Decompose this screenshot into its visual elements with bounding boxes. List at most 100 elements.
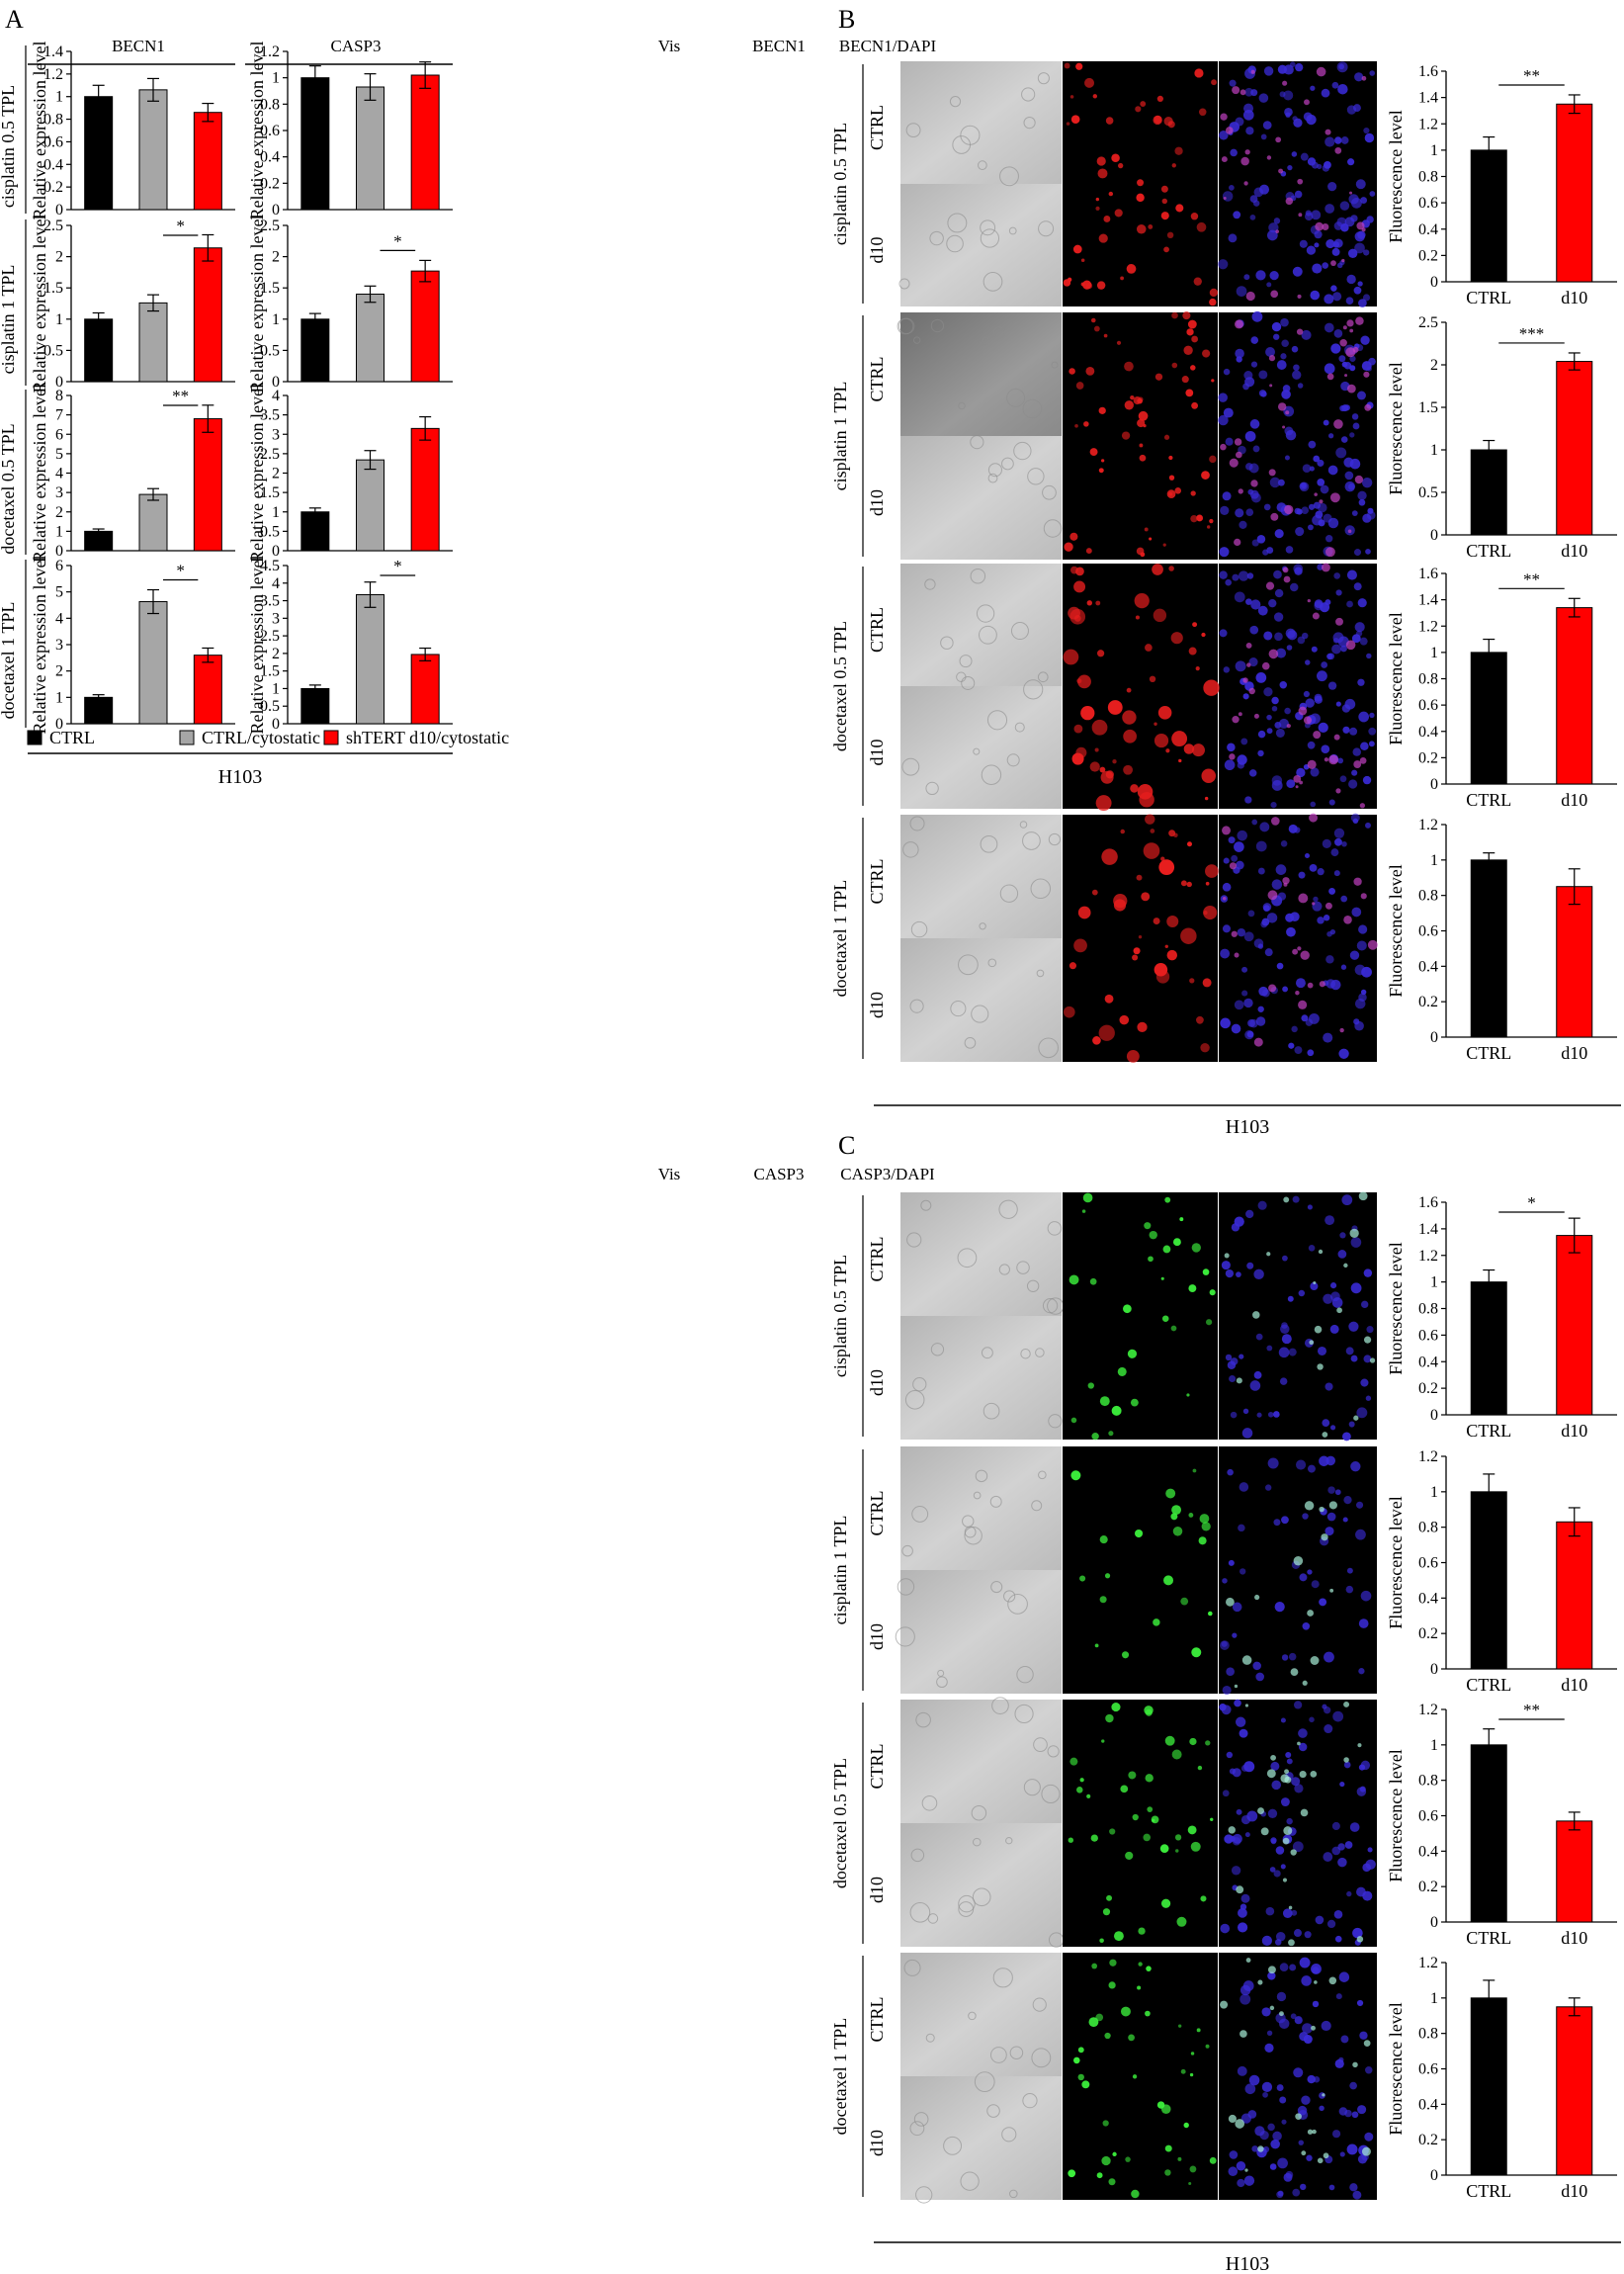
stain-dot [1205, 881, 1210, 886]
dapi-nucleus [1334, 136, 1342, 144]
stain-dot [1196, 1015, 1204, 1024]
dapi-nucleus [1250, 492, 1261, 503]
y-tick-label: 0.2 [1418, 2132, 1438, 2148]
dapi-nucleus [1343, 457, 1354, 468]
stain-dot [1111, 1703, 1121, 1712]
dapi-nucleus [1286, 926, 1296, 937]
stain-dot [1095, 600, 1101, 606]
panel-letter-c: C [838, 1131, 855, 1160]
dapi-nucleus [1367, 1847, 1373, 1853]
stain-dot [1205, 1319, 1213, 1326]
y-tick-label: 4.5 [260, 558, 280, 574]
stain-dot [1104, 2032, 1111, 2040]
vis-cell [982, 336, 989, 345]
merged-signal [1248, 687, 1255, 695]
stain-dot [1104, 994, 1114, 1004]
vis-image-d10 [900, 938, 1062, 1062]
y-tick-label: 0.6 [1418, 1327, 1438, 1344]
stain-dot [1208, 1611, 1213, 1617]
vis-cell [990, 2047, 1007, 2063]
row-label-ctrl: CTRL [867, 607, 887, 653]
vis-cell [1005, 1837, 1013, 1845]
vis-cell [998, 1264, 1010, 1275]
dapi-nucleus [1333, 329, 1343, 338]
merged-signal [1339, 1027, 1344, 1033]
bar [300, 318, 330, 383]
stain-dot [1209, 298, 1217, 306]
stain-dot [1108, 2178, 1116, 2186]
dapi-nucleus [1356, 940, 1367, 951]
dapi-nucleus [1338, 2107, 1348, 2116]
merged-signal [1270, 817, 1280, 826]
dapi-nucleus [1263, 503, 1271, 511]
y-tick-label: 0.8 [1418, 1301, 1438, 1318]
stain-dot [1079, 1778, 1084, 1783]
stain-dot [1143, 842, 1160, 859]
stain-dot [1200, 1042, 1210, 1053]
stain-dot [1089, 448, 1098, 457]
dapi-nucleus [1329, 928, 1336, 935]
stain-dot [1160, 1898, 1171, 1908]
stain-dot [1201, 632, 1206, 638]
dapi-nucleus [1307, 157, 1317, 166]
vis-cell [912, 1377, 927, 1392]
vis-cell [964, 1037, 977, 1049]
merged-signal [1307, 598, 1311, 603]
stain-dot [1153, 608, 1167, 623]
dapi-nucleus [1312, 2000, 1320, 2008]
dapi-nucleus [1277, 2190, 1284, 2197]
significance-label: * [393, 231, 402, 250]
vis-cell [1031, 2048, 1052, 2068]
dapi-nucleus [1225, 578, 1232, 586]
stain-dot [1194, 68, 1204, 78]
dapi-nucleus [1290, 912, 1300, 922]
merged-signal [1329, 1588, 1334, 1593]
merged-signal [1326, 373, 1334, 381]
merged-signal [1239, 89, 1246, 96]
merged-signal [1363, 371, 1370, 378]
merged-signal [1220, 2000, 1229, 2009]
vis-image-ctrl [900, 564, 1062, 686]
dapi-nucleus [1356, 1407, 1368, 1419]
dapi-nucleus [1293, 1701, 1303, 1709]
y-axis-label: Relative expression level [30, 384, 49, 563]
dapi-nucleus [1292, 266, 1303, 277]
dapi-nucleus [1276, 2084, 1284, 2092]
merged-signal [1277, 402, 1287, 411]
dapi-nucleus [1243, 2175, 1255, 2186]
dapi-nucleus [1353, 1018, 1360, 1025]
stain-dot [1101, 459, 1105, 463]
dapi-nucleus [1360, 197, 1368, 204]
stain-dot [1137, 179, 1145, 187]
bar [1470, 859, 1507, 1038]
stain-dot [1103, 216, 1111, 222]
merged-signal [1295, 785, 1299, 789]
vis-cell [910, 920, 928, 938]
dapi-nucleus [1261, 1935, 1272, 1946]
dapi-nucleus [1325, 204, 1335, 214]
stain-dot [1137, 397, 1143, 404]
treatment-label: docetaxel 0.5 TPL [830, 621, 850, 751]
dapi-nucleus [1257, 1006, 1264, 1012]
merged-signal [1298, 1000, 1308, 1009]
merged-signal [1319, 499, 1324, 504]
dapi-nucleus [1306, 245, 1317, 255]
row-label-ctrl: CTRL [867, 1996, 887, 2042]
dapi-nucleus [1279, 2096, 1287, 2104]
stain-dot [1130, 394, 1135, 400]
dapi-nucleus [1366, 510, 1376, 520]
y-tick-label: 2.5 [260, 218, 280, 234]
stain-dot [1166, 949, 1178, 961]
merged-signal [1322, 1432, 1328, 1438]
dapi-nucleus [1275, 864, 1287, 875]
stain-dot [1106, 1894, 1113, 1901]
y-tick-label: 1.6 [1418, 1194, 1438, 1211]
stain-dot [1144, 814, 1155, 825]
stain-dot [1144, 1222, 1152, 1230]
dapi-nucleus [1329, 1324, 1339, 1334]
dapi-nucleus [1364, 2132, 1374, 2142]
dapi-nucleus [1274, 588, 1284, 598]
y-axis-label: Relative expression level [247, 556, 267, 735]
vis-cell [1031, 1500, 1043, 1512]
